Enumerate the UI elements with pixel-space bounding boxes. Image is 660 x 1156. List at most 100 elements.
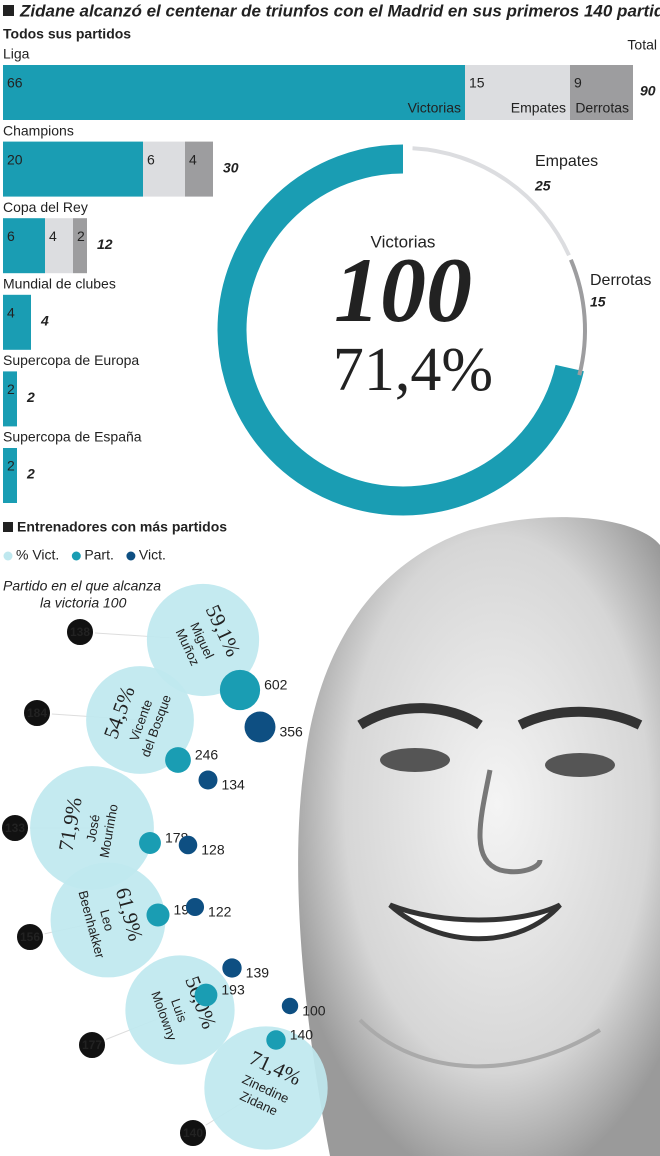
coach-name: Leo [97,908,117,933]
wins-label: 356 [279,724,303,740]
badge [15,922,45,952]
section-icon [3,522,13,532]
badge [77,1030,107,1060]
pct-bubble [30,766,154,890]
wins-label: 139 [246,965,270,981]
portrait-illustration [298,517,660,1156]
segment-name: Victorias [408,100,461,116]
legend-dot [126,551,136,561]
pct-bubble [125,955,235,1065]
matches-label: 193 [221,982,245,998]
segment-value: 6 [7,228,15,244]
badge-value: 156 [20,930,40,944]
matches-label: 602 [264,677,288,693]
competition-label: Mundial de clubes [3,276,116,292]
section-title: Todos sus partidos [3,26,131,42]
bar-segment [3,65,465,120]
segment-value: 4 [189,151,197,167]
wins-bubble [178,835,198,855]
bar-segment [73,218,87,274]
competition-label: Copa del Rey [3,199,88,215]
badge-value: 184 [27,706,47,720]
matches-bubble [146,903,170,927]
bar-segment [3,218,45,274]
matches-bubble [165,747,191,773]
matches-bubble [194,983,218,1007]
wins-bubble [185,897,205,917]
badge-value: 140 [183,1126,203,1140]
matches-label: 140 [290,1027,314,1043]
total-value: 30 [223,159,239,175]
note: la victoria 100 [40,595,127,611]
segment-name: Derrotas [575,100,629,116]
badge-value: 133 [5,821,25,835]
wins-label: 122 [208,904,232,920]
segment-value: 2 [7,458,15,474]
badge [22,698,52,728]
segment-value: 2 [7,381,15,397]
segment-value: 4 [7,305,15,321]
wins-bubble [281,997,299,1015]
section-title: Entrenadores con más partidos [17,519,227,535]
bar-segment [3,448,17,503]
segment-value: 15 [469,75,485,91]
legend-dot [3,551,13,561]
total-value: 2 [26,466,35,482]
title-icon [3,5,14,16]
bar-segment [45,218,73,274]
wins-label: 128 [201,842,225,858]
legend-label: Vict. [139,547,166,563]
badge [65,617,95,647]
competition-label: Supercopa de Europa [3,352,139,368]
total-value: 90 [640,83,656,99]
badge-value: 138 [70,625,90,639]
donut-share: 71,4% [333,336,493,404]
segment-value: 2 [77,228,85,244]
badge [0,813,30,843]
bar-segment [570,65,633,120]
badge [178,1118,208,1148]
donut-label: Derrotas [590,272,651,289]
wins-bubble [222,958,242,978]
note: Partido en el que alcanza [3,578,161,594]
donut-value: 100 [334,239,472,341]
pct-bubble [204,1026,328,1150]
matches-label: 246 [195,747,219,763]
donut-label: Victorias [371,232,436,251]
wins-bubble [198,770,218,790]
segment-value: 6 [147,151,155,167]
wins-label: 100 [302,1003,326,1019]
segment-name: Empates [511,100,566,116]
matches-bubble [219,669,261,711]
segment-value: 20 [7,151,23,167]
segment-value: 9 [574,75,582,91]
bar-segment [143,141,185,197]
segment-value: 66 [7,75,23,91]
donut-label: Empates [535,153,598,170]
donut-value: 25 [534,178,551,194]
pct-bubble [86,666,194,774]
bar-segment [3,141,143,197]
pct-bubble [146,583,260,697]
legend-dot [71,551,81,561]
bar-segment [3,371,17,427]
wins-bubble [244,711,276,743]
competition-label: Champions [3,122,74,138]
total-value: 12 [97,236,113,252]
title: Zidane alcanzó el centenar de triunfos c… [19,1,660,20]
competition-label: Supercopa de España [3,429,142,445]
total-value: 4 [40,313,49,329]
wins-label: 134 [221,777,245,793]
donut-value: 15 [590,294,606,310]
coach-name: José [83,813,103,843]
bar-segment [185,141,213,197]
matches-bubble [139,832,161,854]
legend-label: % Vict. [16,547,59,563]
segment-value: 4 [49,228,57,244]
pct-bubble [50,862,166,978]
total-label: Total [627,37,657,53]
bar-segment [465,65,570,120]
competition-label: Liga [3,46,30,62]
